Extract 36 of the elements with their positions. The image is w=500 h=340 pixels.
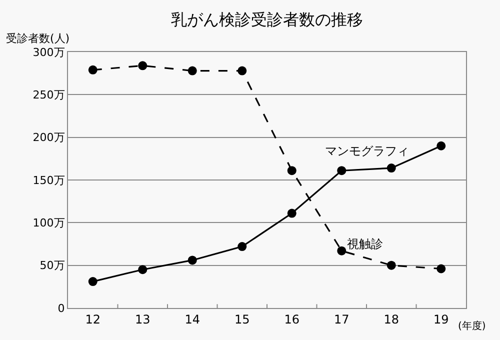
point [238, 242, 247, 252]
x-tick-label: 16 [284, 312, 300, 326]
x-tick-label: 13 [134, 312, 150, 326]
y-tick-label: 0 [58, 302, 65, 315]
x-tick-label: 19 [433, 312, 449, 326]
x-axis-title: (年度) [458, 320, 486, 332]
point [188, 66, 197, 76]
point [287, 208, 296, 218]
x-tick-label: 14 [184, 312, 200, 326]
point [337, 166, 346, 176]
point [88, 65, 98, 74]
y-tick-label: 300万 [32, 46, 65, 59]
point [436, 141, 446, 150]
point [188, 256, 197, 265]
point [436, 264, 446, 274]
y-tick-label: 150万 [32, 174, 65, 187]
x-tick-label: 15 [234, 312, 250, 326]
series-label: マンモグラフィ [325, 144, 409, 158]
point [386, 260, 396, 270]
series-label: 視触診 [347, 237, 383, 251]
x-tick-label: 18 [384, 312, 400, 326]
y-axis-title: 受診者数(人) [6, 32, 70, 45]
point [337, 246, 346, 256]
y-tick-label: 100万 [32, 216, 65, 230]
point [138, 265, 148, 274]
point [88, 277, 98, 286]
x-tick-label: 12 [85, 312, 101, 326]
point [287, 166, 296, 176]
y-tick-label: 250万 [32, 88, 65, 102]
point [386, 164, 396, 173]
y-tick-label: 200万 [32, 131, 65, 144]
point [238, 66, 247, 76]
y-tick-label: 50万 [40, 259, 65, 272]
point [138, 61, 148, 70]
chart-title: 乳がん検診受診者数の推移 [171, 10, 363, 29]
x-tick-label: 17 [334, 312, 350, 326]
